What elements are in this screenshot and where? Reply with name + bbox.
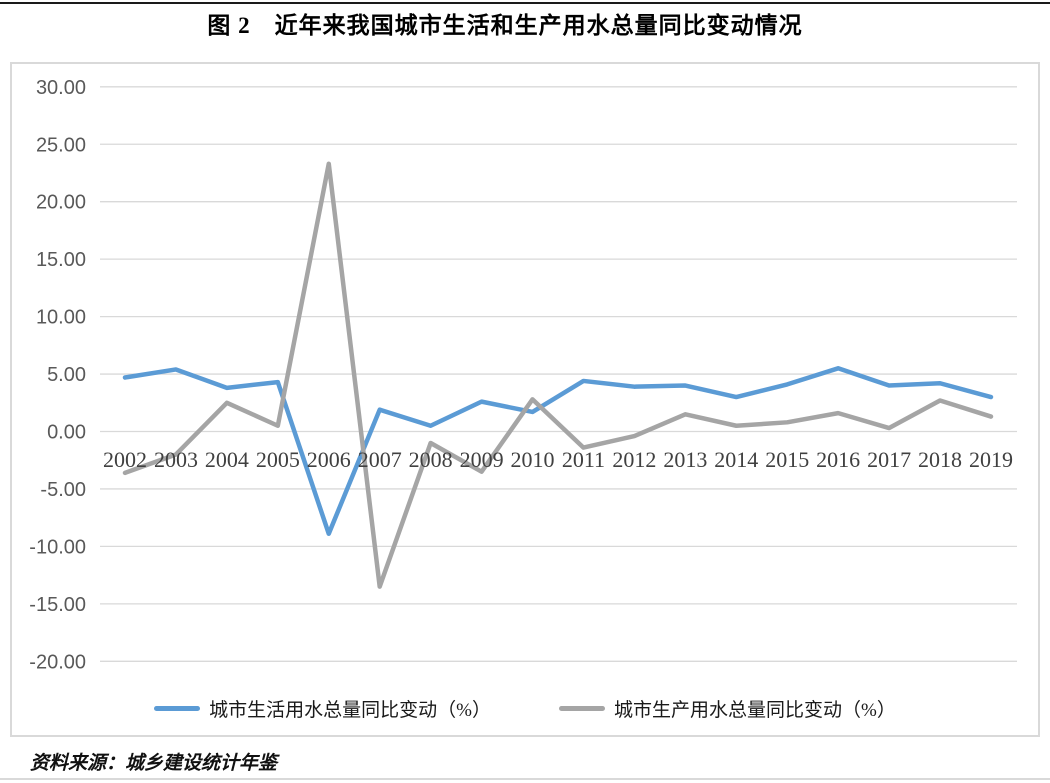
x-axis-tick-label: 2016 <box>816 447 860 472</box>
legend-label-domestic: 城市生活用水总量同比变动（%） <box>209 700 491 721</box>
legend-line-swatch-production <box>559 706 605 711</box>
x-axis-tick-label: 2017 <box>867 447 911 472</box>
x-axis-tick-label: 2015 <box>765 447 809 472</box>
chart-area: 30.00 25.00 20.00 15.00 10.00 5.00 0.00 -5.00 -1… <box>10 62 1040 737</box>
legend-line-swatch-domestic <box>154 706 201 711</box>
y-axis-tick-label: 30.00 <box>36 77 86 99</box>
x-axis-tick-label: 2014 <box>714 447 758 472</box>
y-axis-tick-label: 0.00 <box>47 422 86 444</box>
bottom-divider <box>0 778 1050 780</box>
source-note: 资料来源：城乡建设统计年鉴 <box>30 753 278 774</box>
legend-item-production-water: 城市生产用水总量同比变动（%） <box>559 695 896 722</box>
x-axis-tick-label: 2010 <box>511 447 555 472</box>
x-axis-tick-label: 2003 <box>154 447 198 472</box>
x-axis-tick-label: 2018 <box>918 447 962 472</box>
y-axis-tick-label: -20.00 <box>29 651 86 673</box>
y-axis-tick-label: -10.00 <box>29 536 86 558</box>
x-axis-tick-label: 2013 <box>663 447 707 472</box>
y-axis-tick-label: -5.00 <box>40 479 86 501</box>
x-axis-tick-label: 2008 <box>409 447 453 472</box>
x-axis-tick-label: 2007 <box>358 447 402 472</box>
y-axis-tick-label: 25.00 <box>36 134 86 156</box>
top-divider <box>0 2 1050 4</box>
chart-legend: 城市生活用水总量同比变动（%） 城市生产用水总量同比变动（%） <box>12 695 1038 722</box>
x-axis-tick-label: 2019 <box>969 447 1013 472</box>
y-axis-tick-label: 20.00 <box>36 192 86 214</box>
x-axis-tick-label: 2004 <box>205 447 249 472</box>
legend-item-domestic-water: 城市生活用水总量同比变动（%） <box>154 695 491 722</box>
y-axis-tick-label: 5.00 <box>47 364 86 386</box>
legend-label-production: 城市生产用水总量同比变动（%） <box>614 700 896 721</box>
y-axis-tick-label: -15.00 <box>29 594 86 616</box>
x-axis-tick-label: 2002 <box>103 447 147 472</box>
x-axis-tick-label: 2011 <box>562 447 605 472</box>
y-axis-tick-label: 10.00 <box>36 307 86 329</box>
x-axis-tick-label: 2006 <box>307 447 351 472</box>
x-axis-tick-label: 2005 <box>256 447 300 472</box>
line-chart: 30.00 25.00 20.00 15.00 10.00 5.00 0.00 -5.00 -1… <box>29 77 1017 673</box>
y-axis-tick-label: 15.00 <box>36 249 86 271</box>
series-line-domestic <box>122 366 994 537</box>
series-line-production <box>122 161 994 589</box>
chart-title: 图 2 近年来我国城市生活和生产用水总量同比变动情况 <box>207 13 803 38</box>
x-axis-tick-label: 2009 <box>460 447 504 472</box>
x-axis-tick-label: 2012 <box>612 447 656 472</box>
